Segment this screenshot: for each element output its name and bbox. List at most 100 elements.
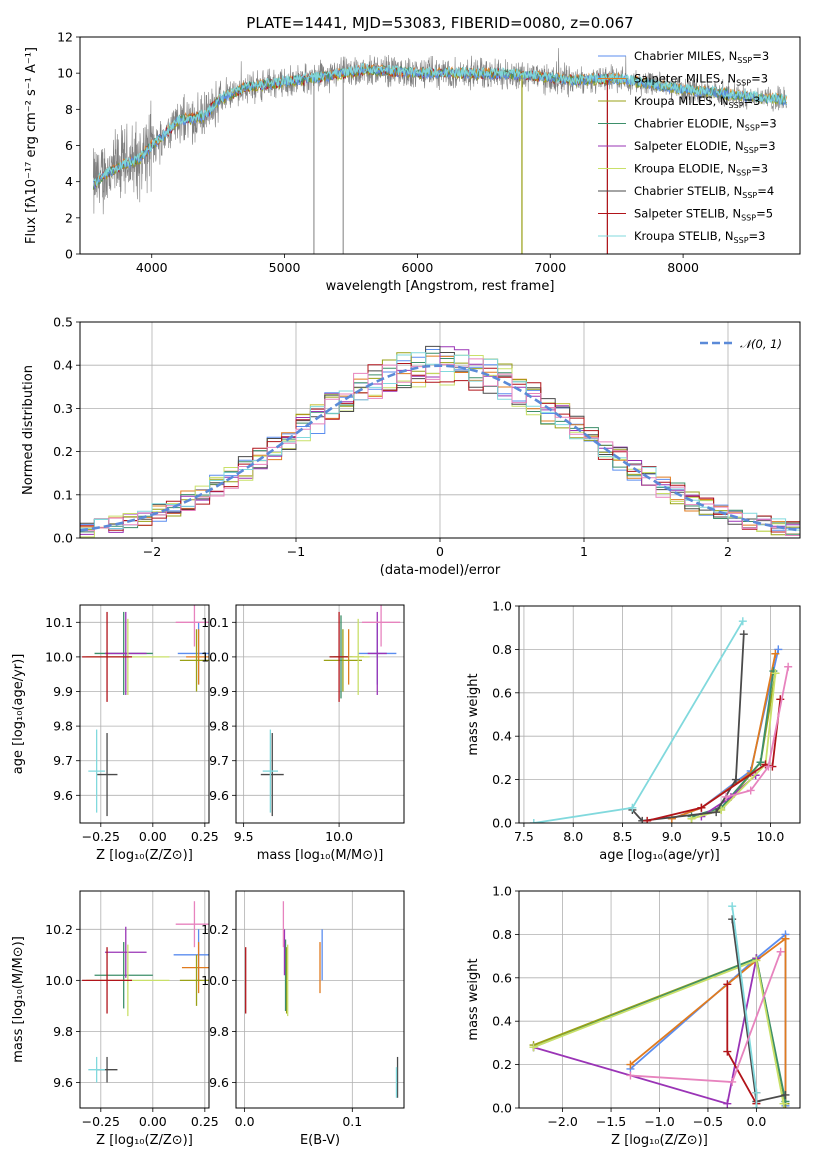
axes-frame — [79, 890, 210, 1109]
x-tick-label: 1 — [580, 544, 588, 559]
weight-marker — [697, 803, 706, 812]
x-tick-label: 0.25 — [191, 829, 219, 844]
weight-marker — [529, 819, 538, 823]
figure-title: PLATE=1441, MJD=53083, FIBERID=0080, z=0… — [246, 14, 633, 32]
y-tick-label: 0.2 — [492, 772, 512, 787]
x-tick-label: 0 — [436, 544, 444, 559]
y-tick-label: 0.6 — [492, 685, 512, 700]
axes-frame — [518, 605, 801, 824]
plot-area — [529, 617, 793, 823]
y-tick-label: 9.6 — [53, 788, 73, 803]
y-tick-label: 0 — [65, 247, 73, 262]
weight-marker — [529, 1043, 538, 1052]
weight-marker — [776, 947, 785, 956]
x-axis-label: E(B-V) — [300, 1133, 340, 1148]
weight-marker — [739, 630, 748, 639]
x-tick-label: −0.25 — [82, 1114, 120, 1129]
legend-label-sub: SSP — [734, 236, 749, 245]
x-axis-label: age [log₁₀(age/yr)] — [599, 848, 720, 863]
legend-label-text: Chabrier STELIB, N — [634, 184, 742, 198]
weight-marker — [781, 1090, 790, 1099]
data-point — [186, 629, 209, 685]
y-tick-label: 10.1 — [45, 615, 73, 630]
weight-line — [691, 670, 775, 818]
x-tick-label: 2 — [724, 544, 732, 559]
y-tick-label: 10.0 — [201, 649, 229, 664]
weight-line — [691, 673, 777, 820]
weight-marker — [728, 915, 737, 924]
x-tick-label: 8.0 — [563, 829, 583, 844]
legend-label: Kroupa ELODIE, NSSP=3 — [634, 162, 768, 178]
x-tick-label: 0.0 — [235, 1114, 255, 1129]
weight-series — [728, 902, 761, 1108]
axes-frame — [235, 604, 405, 824]
weight-marker — [723, 980, 732, 989]
y-tick-label: 6 — [65, 138, 73, 153]
y-tick-label: 0.3 — [53, 401, 73, 416]
legend-label-tail: =3 — [751, 72, 768, 86]
data-point — [88, 1056, 105, 1083]
x-axis-label: Z [log₁₀(Z/Z⊙)] — [96, 848, 193, 863]
y-tick-label: 9.9 — [53, 684, 73, 699]
data-point — [96, 733, 118, 817]
weight-marker — [771, 669, 780, 678]
x-tick-label: −1.5 — [596, 1114, 626, 1129]
data-point — [262, 729, 278, 813]
legend-label: Chabrier MILES, NSSP=3 — [634, 49, 769, 65]
legend-label: Chabrier ELODIE, NSSP=3 — [634, 117, 777, 133]
y-tick-label: 0.5 — [53, 315, 73, 330]
data-point — [367, 611, 387, 695]
x-tick-label: 5000 — [269, 260, 301, 275]
plot-area — [80, 345, 800, 538]
data-point — [181, 942, 209, 994]
y-tick-label: 10.1 — [201, 615, 229, 630]
weight-series — [626, 947, 785, 1086]
legend-label-sub: SSP — [745, 124, 760, 133]
weight-marker — [779, 1099, 788, 1108]
weight-series — [722, 662, 793, 801]
data-point — [104, 611, 147, 695]
x-tick-label: −1.0 — [644, 1114, 674, 1129]
weight-marker — [738, 617, 747, 626]
legend-label: Salpeter ELODIE, NSSP=3 — [634, 139, 776, 155]
data-point — [260, 733, 284, 817]
y-tick-label: 1.0 — [492, 884, 512, 899]
y-tick-label: 4 — [65, 174, 73, 189]
x-tick-label: 9.5 — [711, 829, 731, 844]
legend-label-tail: =3 — [751, 162, 768, 176]
legend-label-tail: =3 — [744, 94, 761, 108]
weight-marker — [728, 902, 737, 911]
x-tick-label: −1 — [287, 544, 305, 559]
legend-label-text: Kroupa MILES, N — [634, 94, 729, 108]
mass_weight_vs_age-chart: 7.5 8.0 8.5 9.0 9.5 10.0 0.0 0.2 0.4 0.6 0.8 1.0 age… — [466, 599, 801, 863]
x-tick-label: −0.5 — [693, 1114, 723, 1129]
axes-frame — [518, 890, 801, 1109]
data-point — [94, 942, 153, 1009]
legend-label-sub: SSP — [742, 191, 757, 200]
x-tick-label: 8.5 — [613, 829, 633, 844]
y-tick-label: 12 — [57, 30, 73, 45]
y-axis-label: mass [log₁₀(M/M⊙)] — [11, 936, 26, 1063]
y-tick-label: 0.0 — [492, 816, 512, 831]
legend-label-sub: SSP — [736, 169, 751, 178]
x-tick-label: −2.0 — [547, 1114, 577, 1129]
x-tick-label: 4000 — [136, 260, 168, 275]
age_vs_mass-chart: 9.5 10.0 9.6 9.7 9.8 9.9 10.0 10.1 mass [log₁₀(M… — [201, 604, 405, 863]
legend-label: Kroupa MILES, NSSP=3 — [634, 94, 760, 110]
legend-label-text: Chabrier ELODIE, N — [634, 117, 745, 131]
x-axis-label: Z [log₁₀(Z/Z⊙)] — [96, 1133, 193, 1148]
legend-label-sub: SSP — [744, 146, 759, 155]
x-tick-label: 9.0 — [662, 829, 682, 844]
plot-area — [245, 901, 399, 1098]
weight-marker — [723, 1047, 732, 1056]
y-tick-label: 0.6 — [492, 970, 512, 985]
data-point — [362, 605, 401, 647]
axes-frame — [79, 321, 801, 539]
y-tick-label: 9.8 — [209, 719, 229, 734]
weight-line — [725, 666, 790, 798]
data-point — [329, 611, 349, 702]
x-axis-label: (data-model)/error — [380, 563, 501, 578]
y-axis-label: age [log₁₀(age/yr)] — [11, 654, 26, 775]
data-point — [346, 618, 370, 695]
